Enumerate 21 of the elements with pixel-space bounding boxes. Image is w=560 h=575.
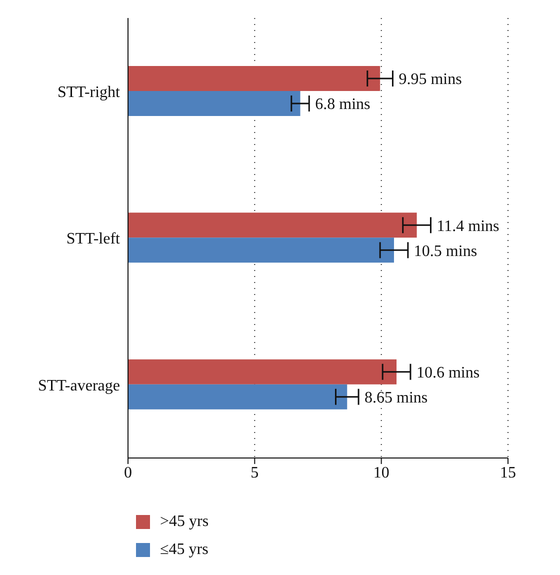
bar: [128, 66, 380, 91]
y-tick-label: STT-left: [66, 230, 121, 248]
y-tick-label: STT-right: [57, 84, 121, 102]
bar: [128, 212, 417, 238]
data-label: 6.8 mins: [315, 96, 370, 114]
x-tick-label: 5: [250, 464, 259, 482]
data-label: 11.4 mins: [436, 218, 500, 235]
bar: [128, 238, 394, 263]
data-label: 8.65 mins: [364, 389, 428, 406]
x-tick-label: 15: [500, 464, 516, 482]
x-tick-label: 0: [124, 464, 132, 482]
data-label: 9.95 mins: [398, 71, 462, 88]
data-label: 10.6 mins: [416, 364, 480, 382]
bar: [128, 91, 300, 116]
legend-label: >45 yrs: [160, 513, 209, 531]
bar: [128, 384, 348, 410]
legend-label: ≤45 yrs: [160, 541, 208, 559]
x-tick-label: 10: [373, 464, 390, 482]
bar: [128, 359, 397, 384]
y-tick-label: STT-average: [38, 377, 120, 394]
data-label: 10.5 mins: [414, 242, 478, 260]
